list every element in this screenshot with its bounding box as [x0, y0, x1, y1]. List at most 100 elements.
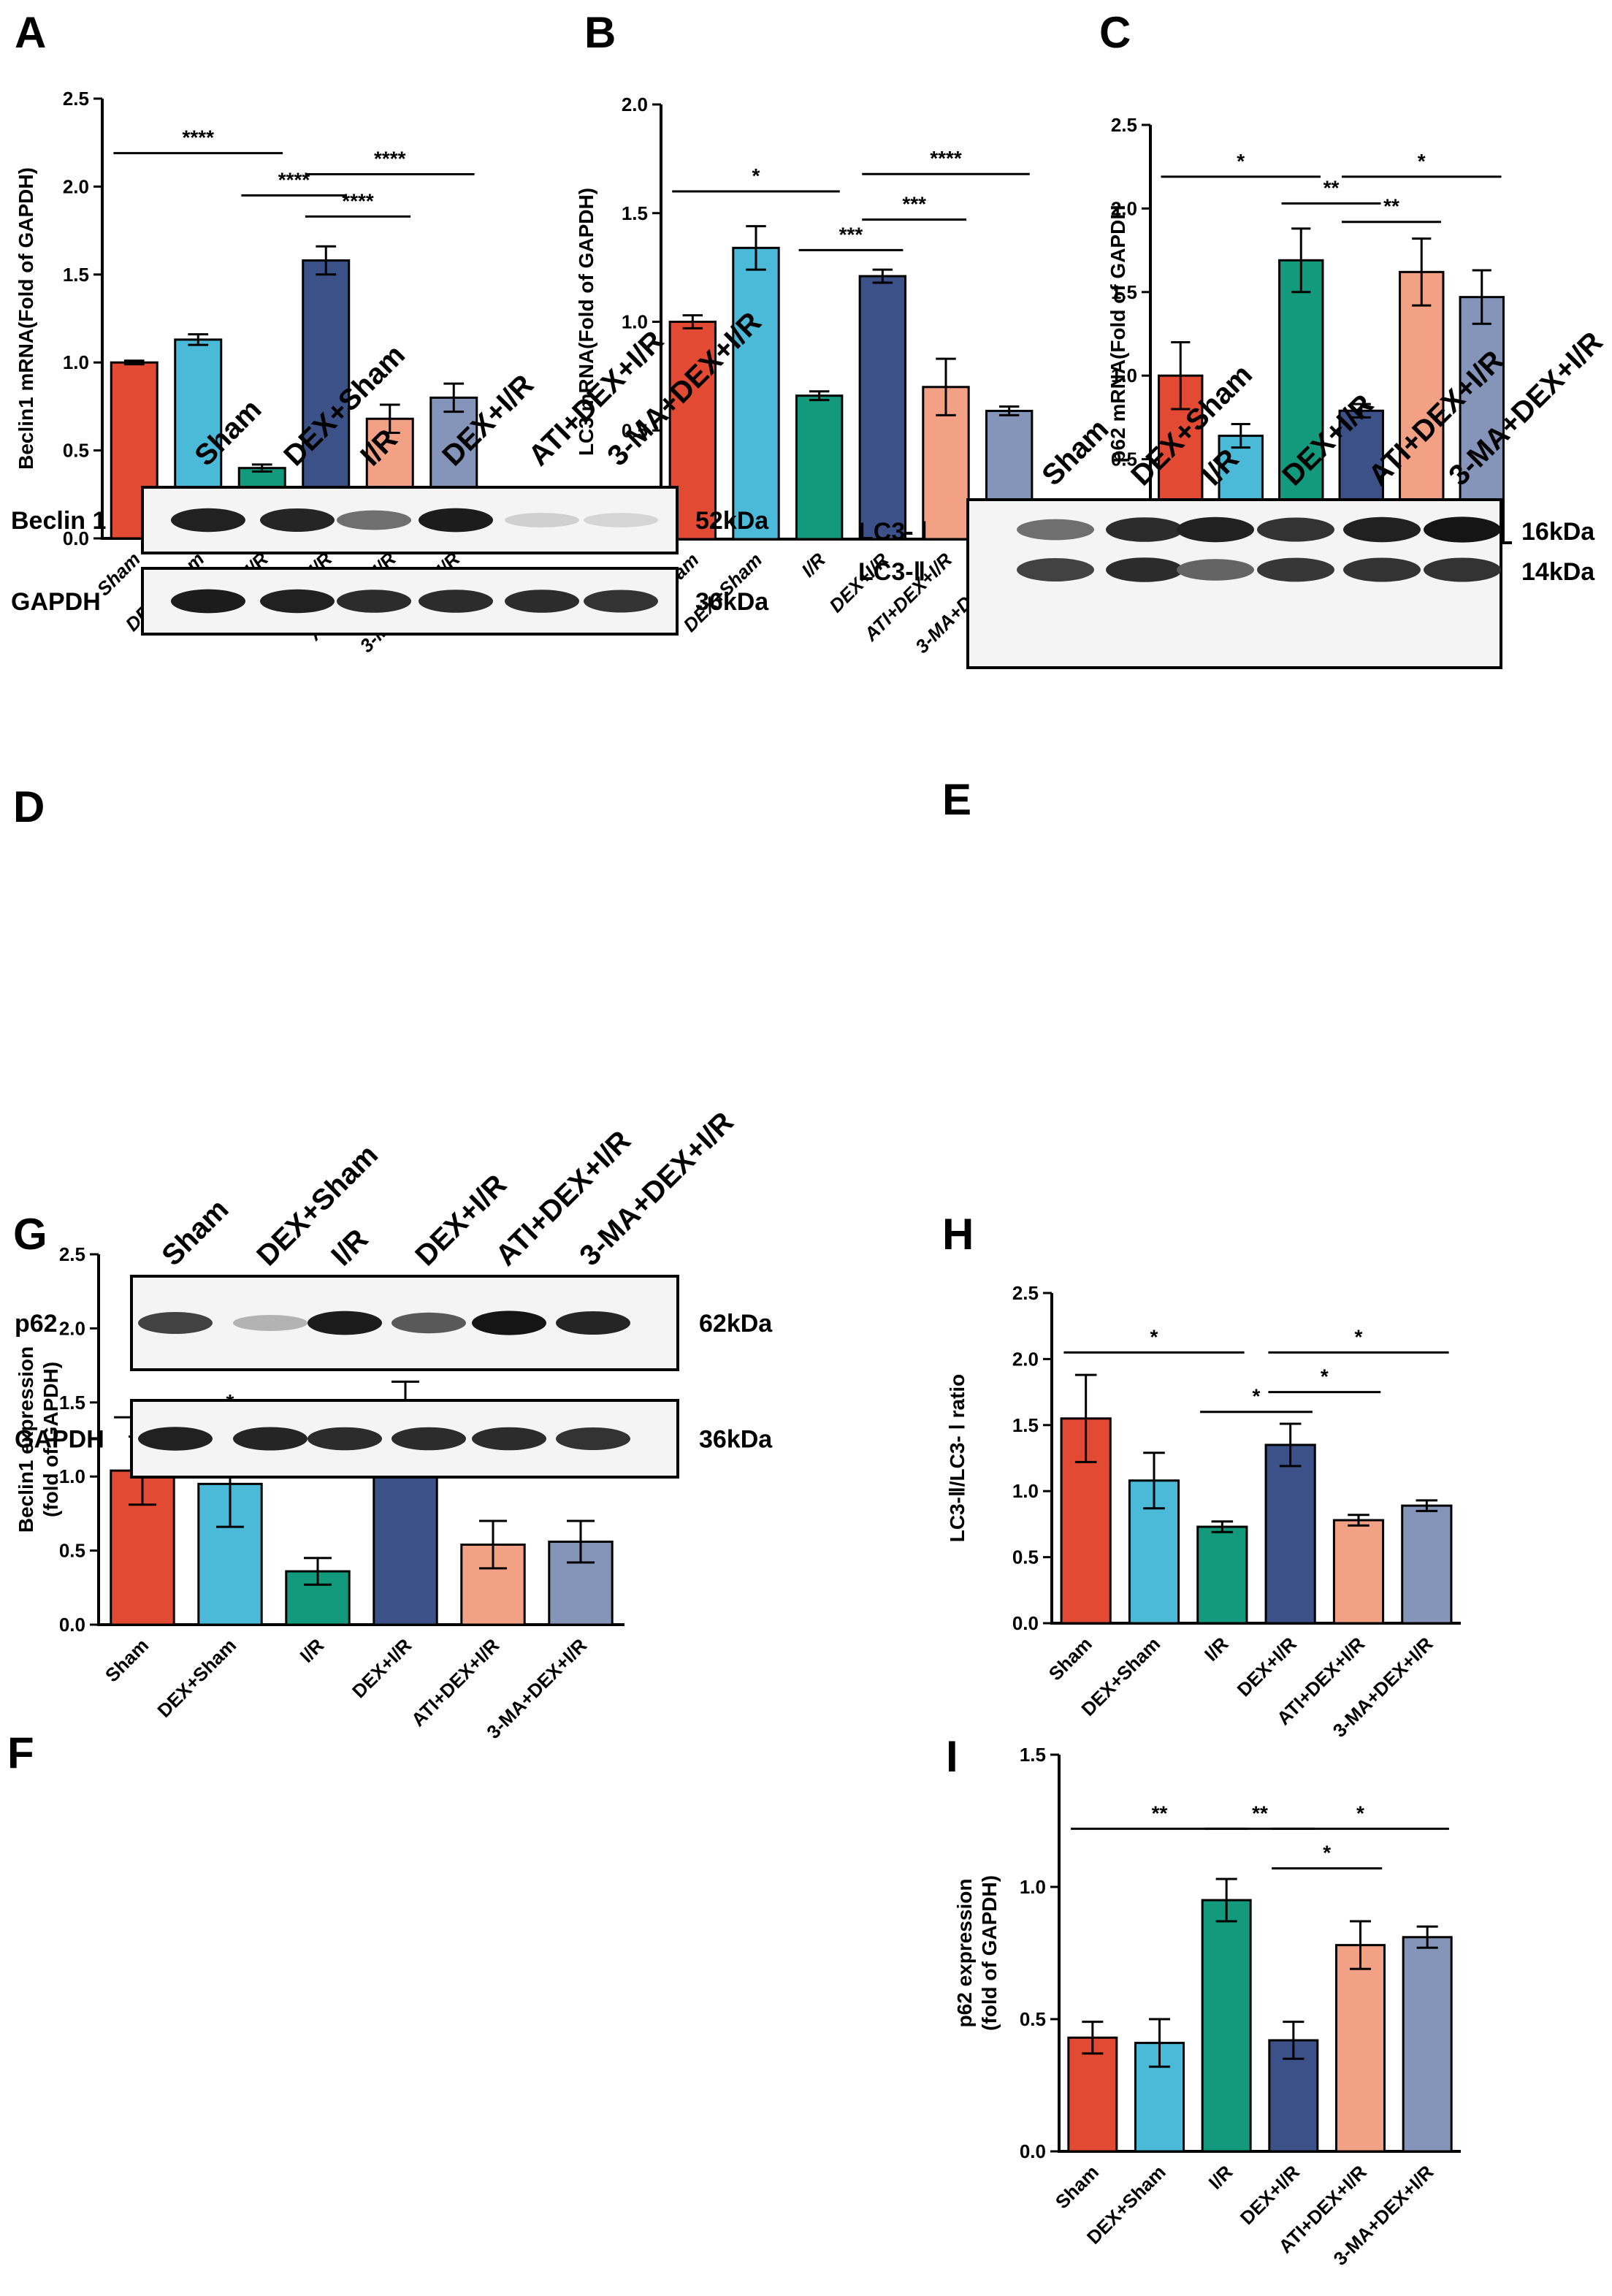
band-gapdh-3-ma-dex-i-r	[584, 590, 658, 613]
significance-label: *	[1418, 150, 1426, 172]
bar-ati-dex-i-r	[1335, 1944, 1386, 2153]
band-lc3-i-r	[1177, 516, 1254, 543]
significance-label: ***	[839, 223, 863, 245]
significance-label: **	[1323, 177, 1340, 199]
y-tick-label: 1.5	[622, 202, 648, 224]
band-lc3-3-ma-dex-i-r	[1424, 516, 1501, 543]
significance-label: *	[1321, 1365, 1329, 1388]
significance-label: ****	[182, 126, 214, 149]
kda-label: 14kDa	[1521, 558, 1595, 586]
band-lc3-dex-sham	[1106, 557, 1183, 582]
y-tick-label: 0.5	[1111, 449, 1137, 470]
row-label: GAPDH	[15, 1426, 104, 1454]
band-beclin-1-3-ma-dex-i-r	[584, 513, 658, 527]
panel-label-g: G	[13, 1210, 47, 1259]
panel-label-b: B	[584, 8, 616, 57]
band-beclin-1-dex-sham	[260, 508, 335, 533]
band-gapdh-i-r	[337, 590, 411, 613]
y-tick-label: 0.5	[63, 440, 89, 462]
significance-label: *	[1356, 1801, 1364, 1824]
row-label: LC3-Ⅱ	[858, 558, 925, 586]
band-gapdh-sham	[138, 1427, 213, 1451]
y-axis-label: LC3-Ⅱ/LC3- Ⅰ ratio	[946, 1374, 969, 1543]
band-gapdh-sham	[171, 589, 245, 614]
y-tick-label: 2.5	[63, 88, 89, 110]
significance-label: *	[752, 164, 760, 187]
band-gapdh-dex-i-r	[419, 590, 493, 613]
band-gapdh-dex-sham	[233, 1427, 307, 1451]
band-gapdh-3-ma-dex-i-r	[556, 1427, 630, 1451]
panel-label-d: D	[13, 782, 45, 831]
y-tick-label: 0.5	[622, 419, 648, 441]
y-tick-label: 1.5	[1020, 1744, 1046, 1766]
bar-i-r	[1196, 1525, 1248, 1625]
y-axis-label: LC3 mRNA(Fold of GAPDH)	[575, 188, 597, 456]
significance-label: *	[1323, 1842, 1331, 1864]
kda-label: 36kDa	[695, 588, 769, 616]
bar-i-r	[1278, 259, 1324, 544]
band-p62-dex-i-r	[391, 1312, 466, 1334]
band-beclin-1-i-r	[337, 510, 411, 530]
y-tick-label: 2.0	[63, 175, 89, 197]
y-tick-label: 0.0	[1012, 1612, 1039, 1634]
kda-label: 36kDa	[699, 1426, 773, 1454]
significance-label: **	[1152, 1801, 1168, 1824]
y-tick-label: 0.5	[1012, 1546, 1039, 1568]
significance-label: ****	[278, 168, 310, 191]
band-gapdh-i-r	[307, 1427, 382, 1451]
band-lc3-ati-dex-i-r	[1343, 557, 1421, 582]
kda-label: 52kDa	[695, 507, 769, 535]
panel-label-i: I	[946, 1732, 958, 1781]
y-axis-label: p62 expression	[953, 1879, 976, 2028]
row-label: LC3- Ⅰ	[858, 518, 928, 546]
band-beclin-1-ati-dex-i-r	[505, 513, 579, 527]
panel-label-e: E	[942, 775, 971, 824]
significance-label: **	[1383, 195, 1399, 218]
band-p62-dex-sham	[233, 1315, 307, 1331]
kda-label: 62kDa	[699, 1310, 773, 1338]
panel-labels-layer: A B C D E G H F I	[7, 8, 1131, 1781]
significance-label: ****	[930, 147, 962, 169]
row-label: Beclin 1	[11, 507, 106, 535]
y-tick-label: 1.5	[1012, 1414, 1039, 1436]
y-tick-label: 1.0	[1012, 1480, 1039, 1502]
band-p62-ati-dex-i-r	[472, 1311, 546, 1335]
panel-label-c: C	[1099, 8, 1131, 57]
band-lc3-3-ma-dex-i-r	[1424, 557, 1501, 582]
panel-label-h: H	[942, 1210, 974, 1259]
y-tick-label: 0.5	[1020, 2008, 1046, 2030]
bar-i-r	[795, 394, 844, 541]
significance-label: *	[1150, 1325, 1158, 1348]
y-tick-label: 0.5	[59, 1540, 85, 1562]
band-lc3-sham	[1017, 558, 1094, 581]
bar-ati-dex-i-r	[1399, 270, 1445, 544]
kda-label: 16kDa	[1521, 518, 1595, 546]
y-tick-label: 1.0	[59, 1465, 85, 1487]
y-tick-label: 1.5	[1111, 281, 1137, 303]
y-tick-label: 1.5	[59, 1392, 85, 1414]
band-lc3-dex-sham	[1106, 517, 1183, 542]
y-tick-label: 2.0	[59, 1317, 85, 1339]
y-tick-label: 1.0	[1111, 365, 1137, 386]
bar-i-r	[1201, 1899, 1252, 2153]
significance-label: *	[1253, 1385, 1261, 1408]
y-axis-label: Beclin1 expression	[15, 1346, 37, 1533]
bar-dex-sham	[732, 246, 780, 541]
y-tick-label: 2.0	[622, 94, 648, 115]
band-p62-3-ma-dex-i-r	[556, 1311, 630, 1335]
row-label: GAPDH	[11, 588, 101, 616]
band-p62-i-r	[307, 1311, 382, 1335]
band-beclin-1-sham	[171, 508, 245, 533]
band-gapdh-ati-dex-i-r	[472, 1427, 546, 1451]
band-gapdh-dex-sham	[260, 589, 335, 614]
y-tick-label: 2.5	[59, 1243, 85, 1265]
band-gapdh-ati-dex-i-r	[505, 590, 579, 613]
significance-label: ****	[374, 148, 406, 170]
y-tick-label: 2.5	[1111, 114, 1137, 136]
y-tick-label: 2.0	[1012, 1348, 1039, 1370]
significance-label: ***	[902, 193, 926, 216]
band-p62-sham	[138, 1312, 213, 1334]
